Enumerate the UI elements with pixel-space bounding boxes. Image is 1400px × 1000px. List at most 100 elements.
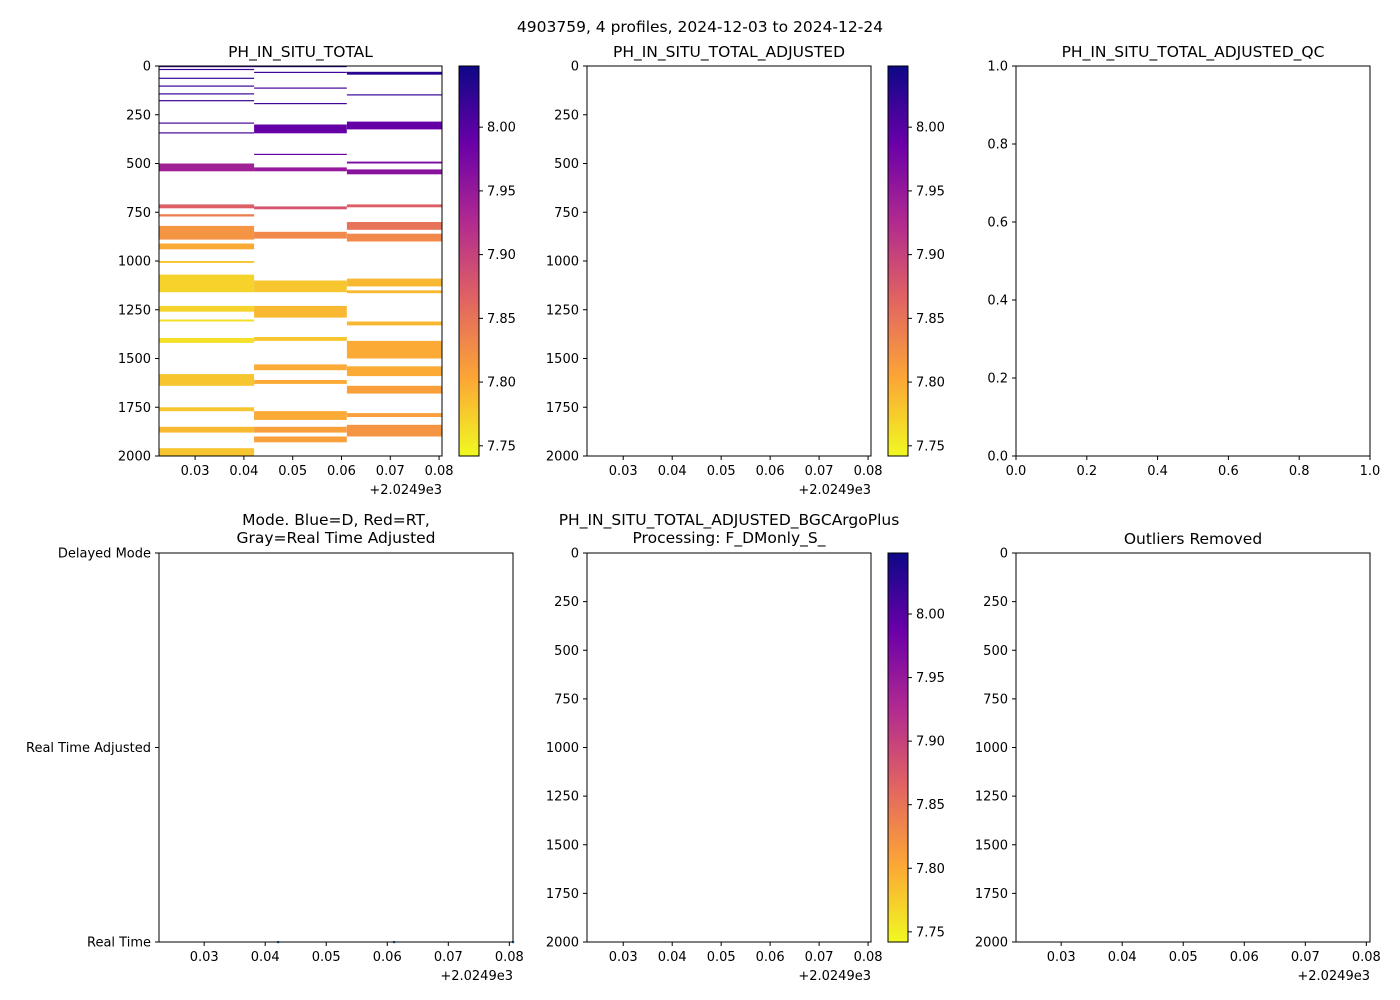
profile-band: [254, 153, 347, 155]
y-tick-label: 1000: [975, 741, 1008, 756]
profile-band: [254, 167, 347, 172]
panel-title-line2: Gray=Real Time Adjusted: [236, 529, 435, 547]
profile-band: [159, 243, 255, 250]
ph-bgcargoplus-colorbar: 7.75 7.80 7.85 7.90 7.95 8.00: [887, 552, 945, 943]
colorbar-tick-label: 7.75: [916, 439, 945, 454]
y-tick-label: 1750: [546, 887, 579, 902]
y-tick-label: 2000: [546, 936, 579, 951]
ph-in-situ-total-colorbar: 7.75 7.80 7.85 7.90 7.95 8.00: [458, 65, 516, 457]
profile-band: [254, 436, 347, 443]
x-tick-label: 0.4: [1147, 464, 1168, 479]
x-tick-label: 0.05: [707, 464, 736, 479]
x-offset-label: +2.0249e3: [369, 483, 442, 498]
profile-band: [254, 337, 347, 341]
profile-band: [346, 71, 442, 75]
profile-band: [159, 68, 255, 71]
y-tick-label: 0: [571, 60, 579, 75]
panel-title: PH_IN_SITU_TOTAL: [228, 43, 373, 62]
y-tick-label: 0.8: [987, 138, 1008, 153]
x-tick-label: 0.08: [854, 464, 883, 479]
y-tick-label: 750: [126, 206, 151, 221]
colorbar-tick-label: 7.95: [487, 184, 516, 199]
profile-band: [159, 305, 255, 312]
y-tick-label: 0: [571, 547, 579, 562]
y-tick-label: 1500: [546, 352, 579, 367]
y-tick-label: 0.6: [987, 216, 1008, 231]
profile-band: [346, 169, 442, 175]
x-tick-label: 0.07: [376, 464, 405, 479]
x-tick-label: 0.06: [373, 950, 402, 965]
profile-band: [254, 280, 347, 293]
profile-band: [346, 94, 442, 96]
colorbar-gradient: [887, 552, 909, 943]
profile-band: [159, 100, 255, 102]
y-tick-label: 500: [554, 157, 579, 172]
axes-frame: [586, 552, 872, 943]
profile-band: [159, 448, 255, 456]
ph-in-situ-total-adjusted-qc-panel: PH_IN_SITU_TOTAL_ADJUSTED_QC 0.0 0.2 0.4 0.6…: [987, 43, 1380, 479]
profile-band: [159, 426, 255, 433]
y-tick-label: 1000: [546, 741, 579, 756]
x-tick-label: 0.06: [756, 464, 785, 479]
profile-band: [346, 321, 442, 326]
x-tick-label: 0.07: [805, 950, 834, 965]
y-tick-label: 0.4: [987, 294, 1008, 309]
profile-band: [159, 214, 255, 217]
panel-title-line2: Processing: F_DMonly_S_: [632, 529, 825, 548]
y-tick-label: 500: [554, 644, 579, 659]
y-tick-label: 500: [126, 157, 151, 172]
figure-suptitle: 4903759, 4 profiles, 2024-12-03 to 2024-…: [517, 18, 883, 36]
colorbar-tick-label: 7.80: [916, 376, 945, 391]
profile-band: [254, 87, 347, 89]
x-tick-label: 0.06: [756, 950, 785, 965]
y-tick-label: 1250: [975, 790, 1008, 805]
profile-band: [159, 225, 255, 240]
profile-band: [254, 71, 347, 73]
profile-band: [159, 132, 255, 134]
y-tick-label: 1000: [546, 255, 579, 270]
profile-band: [254, 124, 347, 134]
x-tick-label: 0.07: [805, 464, 834, 479]
colorbar-tick-label: 7.95: [916, 671, 945, 686]
colorbar-tick-label: 7.90: [916, 735, 945, 750]
profile-band: [159, 163, 255, 172]
y-tick-label: 0.0: [987, 450, 1008, 465]
x-tick-label: 0.03: [1047, 950, 1076, 965]
x-tick-label: 0.04: [658, 464, 687, 479]
profile-band: [254, 231, 347, 239]
y-tick-label: 250: [983, 595, 1008, 610]
profile-band: [159, 407, 255, 412]
x-tick-label: 0.05: [707, 950, 736, 965]
y-tick-label: 1750: [546, 401, 579, 416]
y-tick-label: 750: [554, 692, 579, 707]
x-tick-label: 0.03: [609, 950, 638, 965]
x-tick-label: 1.0: [1360, 464, 1381, 479]
profile-band: [346, 204, 442, 208]
y-tick-label: 1000: [118, 255, 151, 270]
x-tick-label: 0.04: [658, 950, 687, 965]
colorbar-tick-label: 7.85: [916, 312, 945, 327]
colorbar-tick-label: 8.00: [487, 121, 516, 136]
x-tick-label: 0.03: [181, 464, 210, 479]
x-tick-label: 0.05: [278, 464, 307, 479]
profile-band: [254, 103, 347, 105]
y-tick-label: 0: [1000, 547, 1008, 562]
x-tick-label: 0.6: [1218, 464, 1239, 479]
profile-band: [159, 66, 255, 68]
colorbar-tick-label: 7.85: [916, 798, 945, 813]
x-tick-label: 0.08: [495, 950, 524, 965]
panel-title: Outliers Removed: [1124, 530, 1262, 548]
x-tick-label: 0.04: [229, 464, 258, 479]
y-tick-label: 250: [126, 108, 151, 123]
y-tick-label: 1500: [118, 352, 151, 367]
x-offset-label: +2.0249e3: [1297, 969, 1370, 984]
ph-in-situ-total-adjusted-colorbar: 7.75 7.80 7.85 7.90 7.95 8.00: [887, 65, 945, 457]
colorbar-tick-label: 7.90: [487, 248, 516, 263]
y-tick-label: 2000: [118, 450, 151, 465]
profile-band: [254, 364, 347, 371]
colorbar-tick-label: 7.80: [487, 376, 516, 391]
profile-band: [159, 261, 255, 263]
profile-band: [254, 206, 347, 210]
y-tick-label: Delayed Mode: [58, 547, 151, 562]
profile-band: [159, 319, 255, 322]
